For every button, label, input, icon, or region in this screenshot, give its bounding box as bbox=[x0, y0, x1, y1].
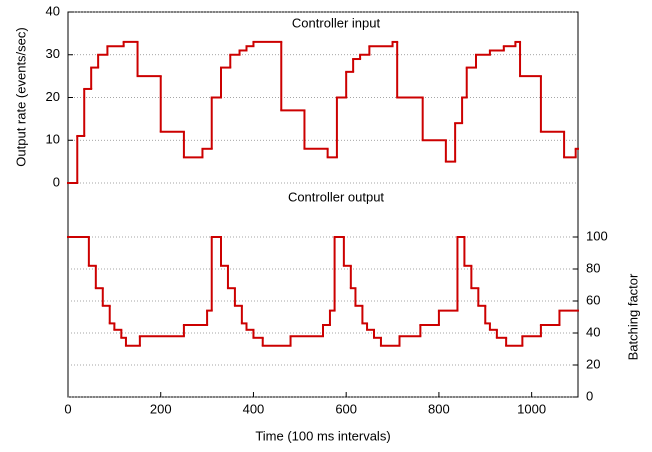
y2-tick-label: 0 bbox=[586, 388, 593, 403]
x-tick-label: 1000 bbox=[517, 401, 546, 416]
x-tick-label: 800 bbox=[428, 401, 450, 416]
plot-frame bbox=[67, 11, 579, 398]
y-tick-label: 10 bbox=[46, 132, 60, 147]
y2-axis-label: Batching factor bbox=[625, 273, 640, 360]
y-tick-label: 30 bbox=[46, 46, 60, 61]
x-axis-label: Time (100 ms intervals) bbox=[255, 428, 390, 443]
x-tick-label: 200 bbox=[150, 401, 172, 416]
y2-tick-label: 40 bbox=[586, 324, 600, 339]
y2-tick-label: 60 bbox=[586, 292, 600, 307]
y-tick-label: 20 bbox=[46, 89, 60, 104]
y2-tick-label: 20 bbox=[586, 356, 600, 371]
y-tick-label: 40 bbox=[46, 3, 60, 18]
y-tick-label: 0 bbox=[53, 174, 60, 189]
x-tick-label: 400 bbox=[243, 401, 265, 416]
panel-label: Controller output bbox=[288, 189, 384, 204]
panel-label: Controller input bbox=[292, 15, 381, 30]
y-axis-label: Output rate (events/sec) bbox=[13, 27, 28, 166]
x-tick-label: 600 bbox=[335, 401, 357, 416]
y2-tick-label: 80 bbox=[586, 260, 600, 275]
x-tick-label: 0 bbox=[64, 401, 71, 416]
y2-tick-label: 100 bbox=[586, 228, 608, 243]
